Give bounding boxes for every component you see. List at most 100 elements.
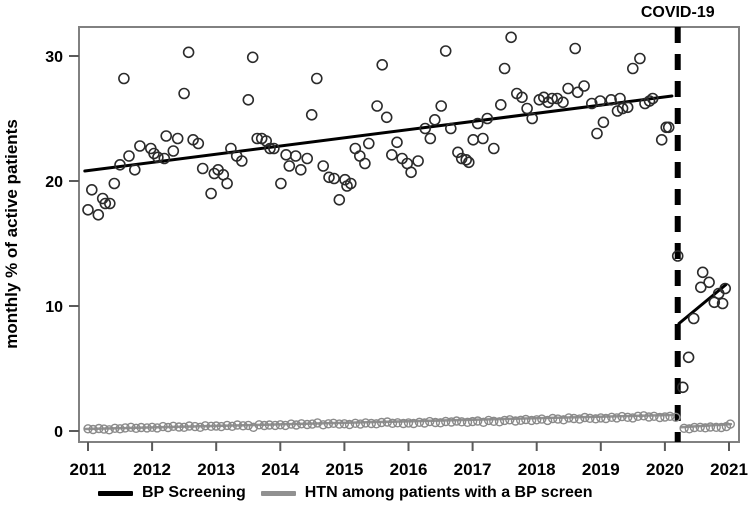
data-point bbox=[312, 418, 323, 428]
data-point bbox=[94, 423, 104, 434]
data-point bbox=[333, 194, 346, 206]
data-point bbox=[462, 156, 475, 169]
data-point bbox=[689, 422, 700, 433]
data-point bbox=[510, 416, 521, 426]
data-point bbox=[182, 46, 195, 59]
data-point bbox=[452, 146, 464, 159]
data-point bbox=[414, 417, 425, 427]
data-point bbox=[126, 422, 136, 432]
data-point bbox=[254, 420, 264, 430]
data-point bbox=[671, 250, 684, 262]
data-point bbox=[147, 422, 157, 432]
data-point bbox=[639, 411, 649, 421]
y-tick-label: 10 bbox=[45, 299, 63, 316]
data-point bbox=[104, 425, 114, 435]
data-point bbox=[580, 412, 590, 423]
data-point bbox=[428, 114, 441, 126]
data-point bbox=[221, 177, 233, 190]
data-point bbox=[307, 419, 317, 429]
scatter-series-htn bbox=[83, 411, 735, 435]
data-point bbox=[82, 204, 94, 216]
x-tick-label: 2021 bbox=[710, 460, 748, 479]
data-point bbox=[206, 421, 216, 431]
x-tick-label: 2013 bbox=[197, 460, 235, 479]
x-tick-label: 2020 bbox=[646, 460, 684, 479]
data-point bbox=[118, 72, 130, 85]
x-axis: 2011 2012 2013 2014 2015 2016 2017 2018 2019 2020… bbox=[70, 442, 748, 479]
data-point bbox=[392, 418, 403, 428]
data-point bbox=[334, 419, 344, 429]
data-point bbox=[328, 172, 340, 185]
data-point bbox=[521, 102, 533, 115]
data-point bbox=[344, 419, 355, 430]
data-point bbox=[238, 421, 248, 431]
data-point bbox=[88, 424, 98, 435]
data-point bbox=[275, 177, 287, 190]
data-point bbox=[644, 412, 654, 422]
data-point bbox=[371, 419, 382, 429]
data-point bbox=[246, 51, 259, 64]
data-point bbox=[264, 142, 276, 155]
x-tick-label: 2016 bbox=[390, 460, 428, 479]
data-point bbox=[371, 100, 383, 112]
data-point bbox=[405, 166, 417, 179]
data-point bbox=[376, 417, 387, 428]
data-point bbox=[382, 417, 392, 427]
data-point bbox=[462, 417, 473, 427]
data-point bbox=[179, 422, 189, 432]
data-point bbox=[716, 297, 729, 310]
data-point bbox=[460, 154, 473, 166]
data-point bbox=[687, 312, 700, 325]
data-point bbox=[318, 420, 328, 430]
data-point bbox=[616, 102, 629, 115]
data-point bbox=[328, 418, 339, 428]
data-point bbox=[350, 418, 360, 428]
data-point bbox=[516, 415, 526, 425]
data-point bbox=[158, 421, 168, 432]
data-point bbox=[236, 155, 248, 167]
data-point bbox=[700, 423, 710, 433]
data-point bbox=[498, 62, 511, 75]
data-point bbox=[684, 424, 694, 434]
data-point bbox=[695, 422, 705, 432]
data-point bbox=[671, 412, 681, 422]
data-point bbox=[270, 420, 280, 431]
data-point bbox=[148, 147, 160, 160]
data-point bbox=[123, 150, 135, 162]
data-point bbox=[195, 422, 205, 432]
data-point bbox=[222, 420, 232, 431]
data-point bbox=[435, 100, 448, 112]
data-point bbox=[679, 423, 689, 433]
data-point bbox=[339, 419, 350, 429]
data-point bbox=[412, 155, 424, 167]
data-point bbox=[716, 422, 726, 433]
data-point bbox=[662, 121, 675, 134]
data-point bbox=[708, 296, 721, 309]
data-point bbox=[696, 266, 709, 279]
data-point bbox=[167, 145, 180, 157]
data-point bbox=[487, 142, 500, 155]
data-point bbox=[158, 152, 171, 165]
data-point bbox=[366, 418, 376, 429]
data-point bbox=[248, 422, 259, 432]
data-point bbox=[403, 418, 414, 428]
data-point bbox=[398, 418, 409, 429]
data-point bbox=[660, 412, 670, 422]
data-point bbox=[190, 421, 200, 432]
data-point bbox=[264, 420, 275, 430]
data-point bbox=[196, 162, 209, 175]
data-point bbox=[623, 412, 633, 422]
legend-label-htn: HTN among patients with a BP screen bbox=[304, 484, 593, 501]
data-point bbox=[289, 150, 302, 162]
data-point bbox=[259, 420, 269, 431]
data-point bbox=[131, 423, 141, 433]
data-point bbox=[359, 157, 371, 170]
data-point bbox=[548, 413, 558, 424]
data-point bbox=[362, 137, 375, 150]
data-point bbox=[711, 422, 721, 432]
data-point bbox=[280, 420, 291, 431]
data-point bbox=[521, 414, 531, 425]
data-point bbox=[471, 117, 484, 130]
y-axis: 0 10 20 30 bbox=[45, 49, 79, 441]
